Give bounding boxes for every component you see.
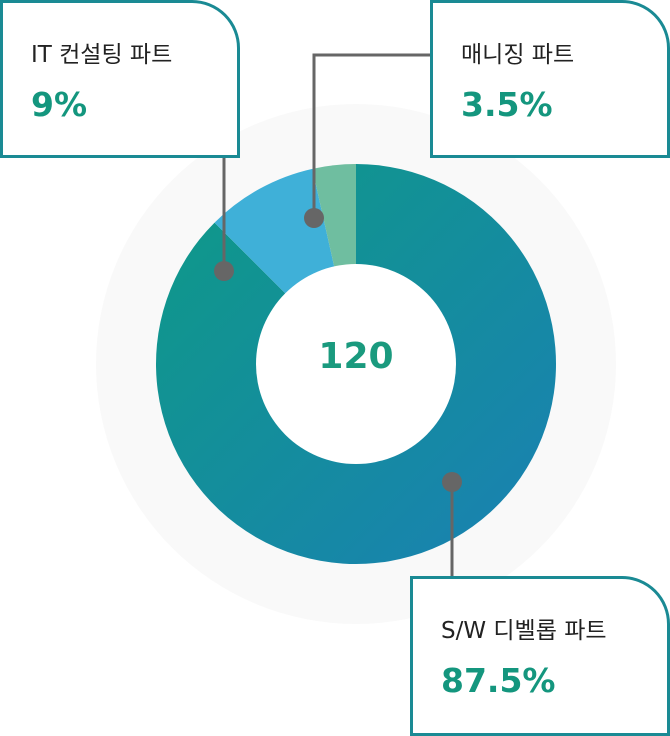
callout-sw-develop: S/W 디벨롭 파트 87.5% [410, 576, 670, 736]
leader-dot-mgmt [304, 208, 324, 228]
callout-value: 3.5% [461, 85, 553, 124]
callout-it-consulting: IT 컨설팅 파트 9% [0, 0, 240, 158]
callout-label: IT 컨설팅 파트 [31, 42, 173, 68]
donut-hole [256, 264, 456, 464]
callout-value: 87.5% [441, 661, 556, 700]
callout-value: 9% [31, 85, 88, 124]
callout-label: 매니징 파트 [461, 42, 575, 68]
center-total: 120 [318, 336, 394, 377]
callout-managing: 매니징 파트 3.5% [430, 0, 670, 158]
leader-dot-it [214, 261, 234, 281]
leader-dot-sw [442, 472, 462, 492]
leader-line-mgmt [312, 53, 431, 218]
callout-label: S/W 디벨롭 파트 [441, 618, 607, 644]
